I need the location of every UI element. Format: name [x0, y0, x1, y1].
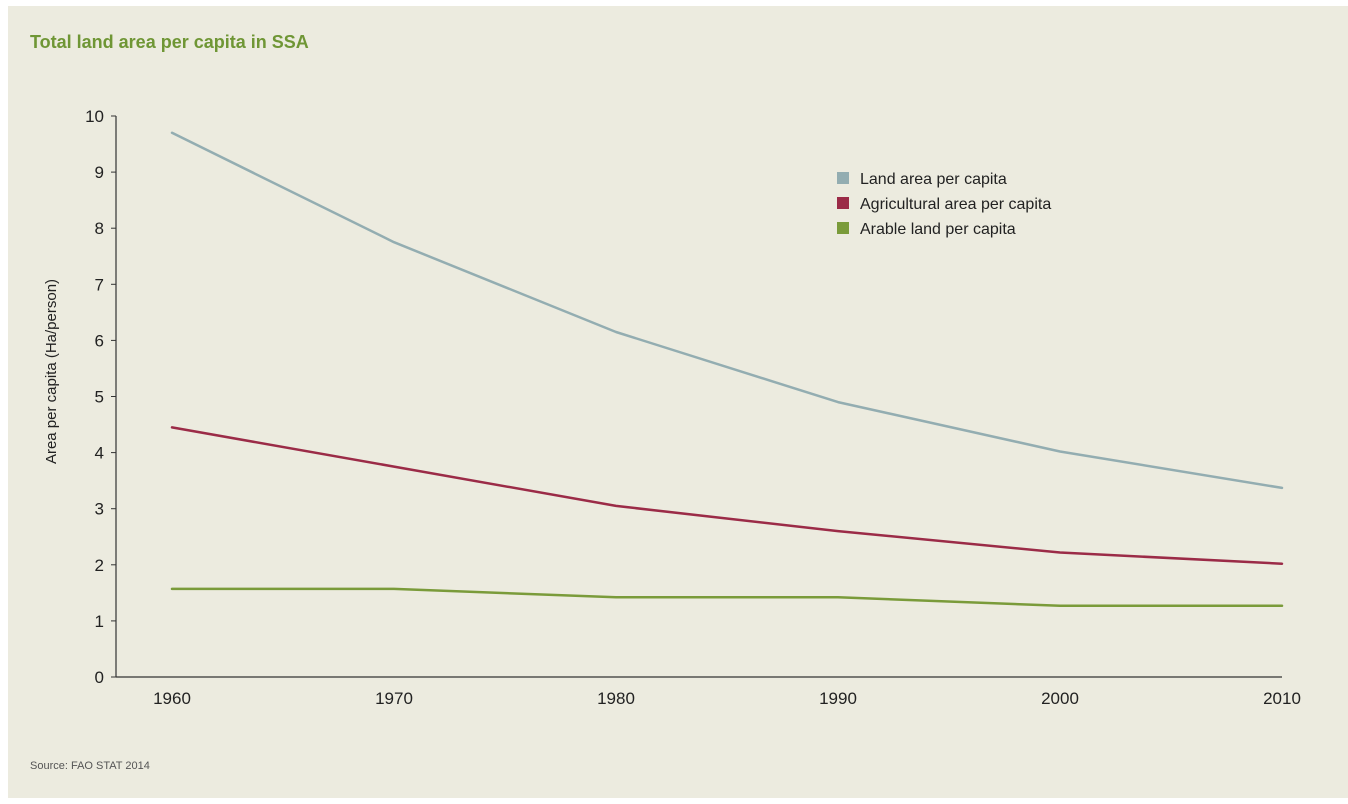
- legend-label: Arable land per capita: [860, 221, 1016, 238]
- y-tick-label: 0: [95, 668, 104, 687]
- series-lines: [170, 131, 1284, 608]
- y-tick-label: 8: [95, 219, 104, 238]
- x-tick-label: 2010: [1263, 689, 1301, 708]
- series-line-3: [170, 587, 1284, 608]
- y-tick-label: 6: [95, 331, 104, 350]
- y-tick-label: 5: [95, 388, 104, 407]
- chart-panel: [8, 6, 1348, 798]
- chart-title: Total land area per capita in SSA: [30, 32, 309, 52]
- legend-swatch: [837, 197, 849, 209]
- y-tick-label: 7: [95, 275, 104, 294]
- series-line-2: [170, 426, 1284, 565]
- legend-swatch: [837, 172, 849, 184]
- x-tick-label: 1980: [597, 689, 635, 708]
- legend-label: Land area per capita: [860, 171, 1007, 188]
- x-tick-labels: 1960 1970 1980 1990 2000 2010: [153, 689, 1301, 708]
- y-tick-label: 1: [95, 612, 104, 631]
- y-tick-labels: 0 1 2 3 4 5 6 7 8 9 10: [85, 107, 116, 687]
- y-axis-title: Area per capita (Ha/person): [43, 279, 60, 464]
- y-tick-label: 3: [95, 500, 104, 519]
- y-tick-label: 10: [85, 107, 104, 126]
- y-tick-label: 9: [95, 163, 104, 182]
- legend-label: Agricultural area per capita: [860, 196, 1051, 213]
- y-tick-label: 4: [95, 444, 104, 463]
- series-line-1: [170, 131, 1284, 490]
- legend: Land area per capita Agricultural area pe…: [837, 171, 1051, 238]
- x-tick-label: 1990: [819, 689, 857, 708]
- legend-swatch: [837, 222, 849, 234]
- x-tick-label: 2000: [1041, 689, 1079, 708]
- x-tick-label: 1970: [375, 689, 413, 708]
- x-tick-label: 1960: [153, 689, 191, 708]
- y-tick-label: 2: [95, 556, 104, 575]
- axes: [115, 116, 1282, 678]
- source-note: Source: FAO STAT 2014: [30, 760, 150, 772]
